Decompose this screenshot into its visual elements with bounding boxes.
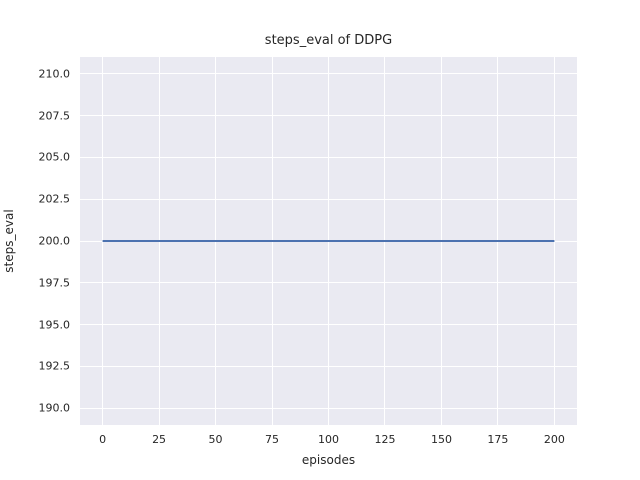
x-axis-label: episodes: [301, 453, 356, 467]
y-tick-label: 192.5: [38, 359, 71, 373]
y-tick-label: 202.5: [38, 192, 71, 206]
data-line-layer: [102, 240, 555, 242]
x-tick-label: 175: [487, 433, 509, 446]
x-tick-label: 150: [430, 433, 452, 446]
plot-area: [80, 57, 577, 425]
x-tick-label: 25: [152, 433, 167, 446]
x-tick-label: 50: [208, 433, 223, 446]
x-tick-label: 125: [374, 433, 396, 446]
chart-title: steps_eval of DDPG: [264, 33, 393, 48]
y-tick-label: 197.5: [38, 276, 71, 290]
y-axis-label: steps_eval: [2, 209, 16, 273]
x-tick-label: 100: [318, 433, 339, 446]
y-tick-label: 190.0: [38, 401, 71, 415]
y-tick-label: 205.0: [38, 150, 71, 164]
y-tick-label: 207.5: [38, 109, 71, 123]
x-tick-label: 200: [543, 433, 565, 446]
x-tick-label: 75: [265, 433, 280, 446]
y-tick-label: 210.0: [38, 67, 71, 81]
y-tick-label: 195.0: [38, 318, 71, 332]
gridline-vertical: [102, 57, 104, 425]
y-tick-label: 200.0: [38, 234, 71, 248]
x-tick-label: 0: [99, 433, 107, 446]
